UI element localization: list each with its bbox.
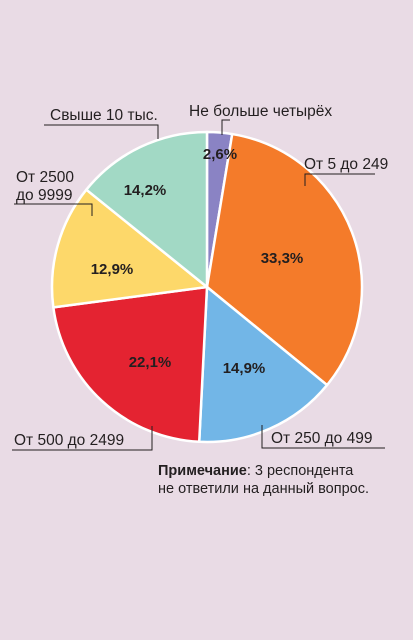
pct-label-s1: 33,3%: [261, 250, 304, 267]
pie-slice-s1: [205, 132, 364, 387]
callout-s1: От 5 до 249: [304, 156, 389, 173]
callout-s4-line2: до 9999: [16, 187, 73, 204]
pct-label-s3: 22,1%: [129, 354, 172, 371]
callout-s4: От 2500 до 9999: [16, 169, 74, 205]
leader-line-s1: [304, 173, 375, 186]
percent-labels: 2,6% 33,3% 14,9% 22,1% 12,9% 14,2%: [91, 146, 304, 377]
pct-label-s2: 14,9%: [223, 360, 266, 377]
leader-line-s3: [12, 426, 153, 451]
note-line2: не ответили на данный вопрос.: [158, 481, 369, 497]
pct-label-s0: 2,6%: [203, 146, 237, 163]
callout-s5: Свыше 10 тыс.: [50, 107, 158, 124]
leader-line-s2: [261, 425, 385, 449]
leader-line-s0: [221, 119, 230, 135]
callout-s4-line1: От 2500: [16, 169, 74, 186]
callout-lines: [12, 119, 385, 451]
chart-note: Примечание: 3 респондента не ответили на…: [158, 462, 369, 498]
note-line1: Примечание: 3 респондента: [158, 462, 369, 480]
pie-slice-s3: [52, 285, 209, 444]
pie-slice-s5: [85, 130, 209, 289]
callout-s2: От 250 до 499: [271, 430, 373, 447]
callout-s0: Не больше четырёх: [189, 103, 333, 120]
pie-slice-s2: [197, 285, 329, 444]
leader-line-s4: [14, 203, 93, 216]
pie-slices: [50, 130, 364, 444]
callout-s3: От 500 до 2499: [14, 432, 125, 449]
leader-line-s5: [44, 124, 159, 139]
note-text1: : 3 респондента: [246, 463, 354, 479]
pct-label-s4: 12,9%: [91, 261, 134, 278]
note-bold: Примечание: [158, 463, 247, 479]
pie-slice-s4: [50, 188, 209, 309]
pct-label-s5: 14,2%: [124, 182, 167, 199]
